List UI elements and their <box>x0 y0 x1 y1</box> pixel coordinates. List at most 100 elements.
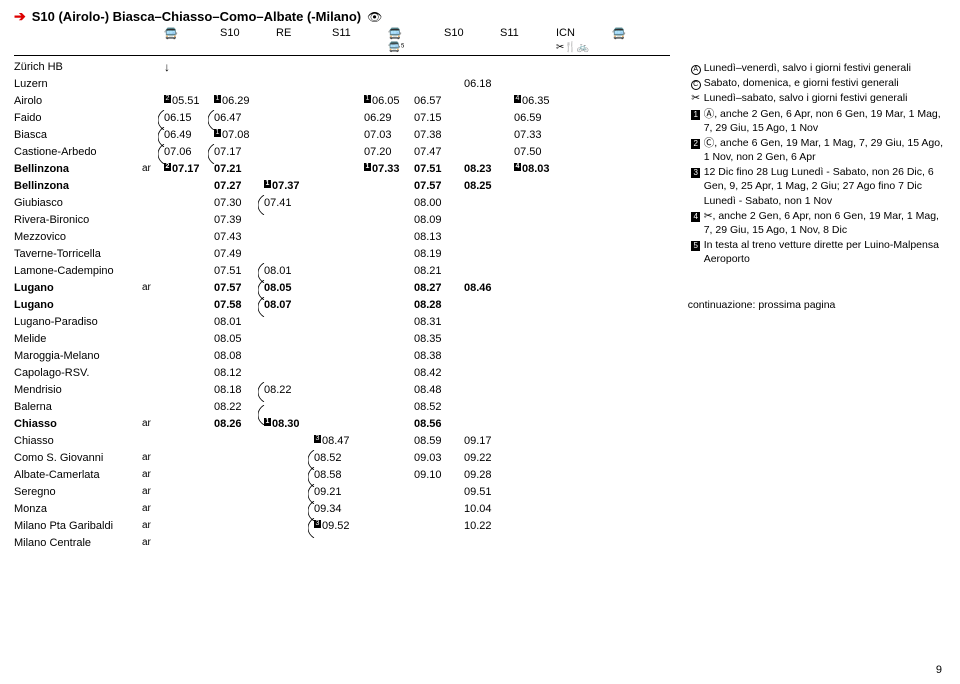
time-cell: 08.01 <box>214 316 264 328</box>
time-cell: 107.37 <box>264 180 314 192</box>
table-row: Faido06.1506.4706.2907.1506.59 <box>14 109 670 126</box>
timetable: Zürich HB↓Luzern06.18Airolo205.51106.291… <box>14 55 670 551</box>
station-name: Luzern <box>14 78 142 90</box>
time-cell: 08.48 <box>414 384 464 396</box>
service-icons: 🚍⁵ ✂🍴🚲 <box>14 42 946 53</box>
arrow-icon: ➔ <box>14 8 26 25</box>
time-cell: 08.42 <box>414 367 464 379</box>
time-cell: 08.35 <box>414 333 464 345</box>
arrival-marker: ar <box>142 469 164 480</box>
table-row: Mendrisio08.1808.2208.48 <box>14 381 670 398</box>
footnote-symbol: C <box>688 76 704 90</box>
footnote-text: ✂, anche 2 Gen, 6 Apr, non 6 Gen, 19 Mar… <box>704 209 946 237</box>
svc-s11b: S11 <box>500 27 556 40</box>
svc-icn: ICN <box>556 27 612 40</box>
station-name: Faido <box>14 112 142 124</box>
station-name: Mendrisio <box>14 384 142 396</box>
arrival-marker: ar <box>142 486 164 497</box>
time-cell: 09.22 <box>464 452 514 464</box>
station-name: Milano Centrale <box>14 537 142 549</box>
table-row: Como S. Giovanniar08.5209.0309.22 <box>14 449 670 466</box>
time-cell: 08.22 <box>214 401 264 413</box>
time-cell: 205.51 <box>164 95 214 107</box>
footnotes: ALunedì–venerdì, salvo i giorni festivi … <box>688 55 946 551</box>
table-row: Lugano-Paradiso08.0108.31 <box>14 313 670 330</box>
time-cell: 08.52 <box>414 401 464 413</box>
table-row: Monzaar09.3410.04 <box>14 500 670 517</box>
table-row: Capolago-RSV.08.1208.42 <box>14 364 670 381</box>
time-cell: 08.27 <box>414 282 464 294</box>
time-cell: 09.51 <box>464 486 514 498</box>
time-cell: 07.57 <box>414 180 464 192</box>
table-row: Melide08.0508.35 <box>14 330 670 347</box>
footnote-symbol: 1 <box>688 107 704 135</box>
time-cell: 08.05 <box>264 282 314 294</box>
time-cell: 08.59 <box>414 435 464 447</box>
time-cell: 107.08 <box>214 129 264 141</box>
table-row: Bellinzonaar207.1707.21107.3307.5108.234… <box>14 160 670 177</box>
time-cell: 07.27 <box>214 180 264 192</box>
footnote-text: Ⓐ, anche 2 Gen, 6 Apr, non 6 Gen, 19 Mar… <box>704 107 946 135</box>
time-cell: 106.05 <box>364 95 414 107</box>
time-cell: 07.06 <box>164 146 214 158</box>
time-cell: 08.56 <box>414 418 464 430</box>
time-cell: 106.29 <box>214 95 264 107</box>
time-cell: 09.21 <box>314 486 364 498</box>
page-number: 9 <box>936 664 942 676</box>
table-row: Milano Pta Garibaldiar309.5210.22 <box>14 517 670 534</box>
footnote-item: 4✂, anche 2 Gen, 6 Apr, non 6 Gen, 19 Ma… <box>688 209 946 237</box>
table-row: Lugano07.5808.0708.28 <box>14 296 670 313</box>
time-cell: 07.49 <box>214 248 264 260</box>
table-row: Seregnoar 09.21 09.51 <box>14 483 670 500</box>
time-cell: 07.47 <box>414 146 464 158</box>
time-cell: 06.57 <box>414 95 464 107</box>
svc-note5: 🚍⁵ <box>388 42 444 53</box>
time-cell: 08.21 <box>414 265 464 277</box>
footnote-text: Sabato, domenica, e giorni festivi gener… <box>704 76 946 90</box>
time-cell: 07.03 <box>364 129 414 141</box>
station-name: Seregno <box>14 486 142 498</box>
time-cell: 08.13 <box>414 231 464 243</box>
station-name: Como S. Giovanni <box>14 452 142 464</box>
time-cell: 408.03 <box>514 163 564 175</box>
time-cell: 08.22 <box>264 384 314 396</box>
svc-icn-icons: ✂🍴🚲 <box>556 42 612 53</box>
time-cell: 07.33 <box>514 129 564 141</box>
time-cell: 07.30 <box>214 197 264 209</box>
time-cell: 08.58 <box>314 469 364 481</box>
time-cell: 07.43 <box>214 231 264 243</box>
time-cell: 08.08 <box>214 350 264 362</box>
time-cell: 08.26 <box>214 418 264 430</box>
station-name: Biasca <box>14 129 142 141</box>
time-cell: 07.50 <box>514 146 564 158</box>
table-row: Taverne-Torricella07.4908.19 <box>14 245 670 262</box>
table-row: Balerna08.2208.52 <box>14 398 670 415</box>
time-cell: 07.38 <box>414 129 464 141</box>
station-name: Bellinzona <box>14 180 142 192</box>
station-name: Airolo <box>14 95 142 107</box>
time-cell: 07.41 <box>264 197 314 209</box>
time-cell: 06.59 <box>514 112 564 124</box>
footnote-item: 2Ⓒ, anche 6 Gen, 19 Mar, 1 Mag, 7, 29 Gi… <box>688 136 946 164</box>
station-name: Bellinzona <box>14 163 142 175</box>
time-cell: 06.49 <box>164 129 214 141</box>
station-name: Capolago-RSV. <box>14 367 142 379</box>
table-row: Zürich HB ↓ <box>14 58 670 75</box>
time-cell: 08.46 <box>464 282 514 294</box>
time-cell: 07.39 <box>214 214 264 226</box>
time-cell: 09.17 <box>464 435 514 447</box>
footnote-symbol: 3 <box>688 165 704 208</box>
svc-s10b: S10 <box>444 27 500 40</box>
time-cell: 08.28 <box>414 299 464 311</box>
station-name: Monza <box>14 503 142 515</box>
table-row: Maroggia-Melano08.0808.38 <box>14 347 670 364</box>
footnote-symbol: 2 <box>688 136 704 164</box>
station-name: Zürich HB <box>14 61 142 73</box>
bus-icon: 🚍 <box>164 28 178 40</box>
time-cell: 09.28 <box>464 469 514 481</box>
footnote-item: 1Ⓐ, anche 2 Gen, 6 Apr, non 6 Gen, 19 Ma… <box>688 107 946 135</box>
time-cell: ↓ <box>164 60 214 74</box>
time-cell: 08.07 <box>264 299 314 311</box>
arrival-marker: ar <box>142 537 164 548</box>
table-row: Luganoar07.5708.0508.2708.46 <box>14 279 670 296</box>
